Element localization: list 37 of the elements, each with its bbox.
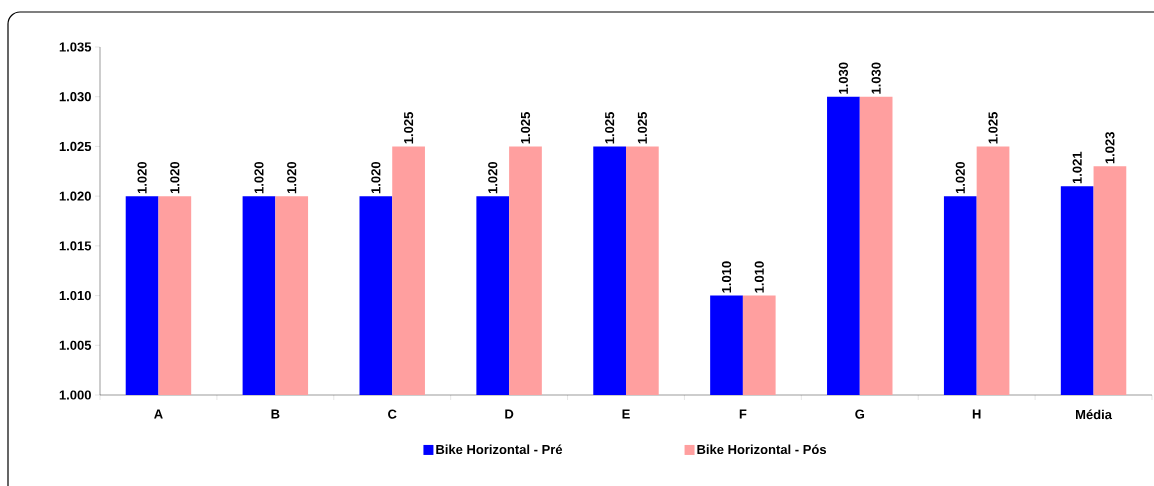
- data-label: 1.025: [520, 112, 531, 144]
- data-label: 1.020: [287, 161, 297, 194]
- data-label: 1.020: [955, 161, 965, 194]
- data-label: 1.025: [403, 112, 414, 144]
- y-tick-label: 1.025: [59, 141, 92, 152]
- y-tick-label: 1.000: [59, 390, 91, 400]
- legend-label: Bike Horizontal - Pós: [697, 444, 827, 455]
- x-tick-label: C: [388, 409, 397, 419]
- data-label: 1.025: [605, 112, 615, 144]
- x-tick-label: F: [739, 409, 747, 419]
- x-tick-label: B: [271, 409, 280, 419]
- x-tick-label: A: [154, 409, 163, 419]
- legend-label: Bike Horizontal - Pré: [436, 444, 563, 455]
- y-tick-label: 1.020: [59, 191, 91, 201]
- data-label: 1.010: [721, 261, 732, 293]
- data-label: 1.020: [488, 161, 498, 194]
- y-tick-label: 1.035: [59, 42, 92, 52]
- y-tick-label: 1.005: [59, 340, 92, 350]
- data-label: 1.020: [371, 161, 381, 194]
- x-tick-label: E: [622, 409, 630, 419]
- data-label: 1.010: [754, 261, 764, 293]
- x-tick-label: Média: [1076, 409, 1113, 420]
- data-label: 1.030: [871, 62, 881, 94]
- y-tick-label: 1.015: [59, 241, 92, 251]
- x-tick-label: G: [855, 409, 865, 419]
- data-label: 1.020: [137, 161, 147, 194]
- data-label: 1.020: [170, 161, 180, 194]
- y-tick-label: 1.030: [59, 92, 91, 102]
- data-label: 1.025: [637, 112, 647, 144]
- data-label: 1.021: [1072, 151, 1082, 184]
- x-tick-label: H: [972, 409, 981, 419]
- data-label: 1.023: [1105, 132, 1115, 164]
- data-label: 1.025: [988, 112, 998, 144]
- data-label: 1.020: [254, 161, 264, 194]
- x-tick-label: D: [505, 409, 514, 419]
- data-label: 1.030: [838, 62, 849, 94]
- y-tick-label: 1.010: [59, 290, 91, 301]
